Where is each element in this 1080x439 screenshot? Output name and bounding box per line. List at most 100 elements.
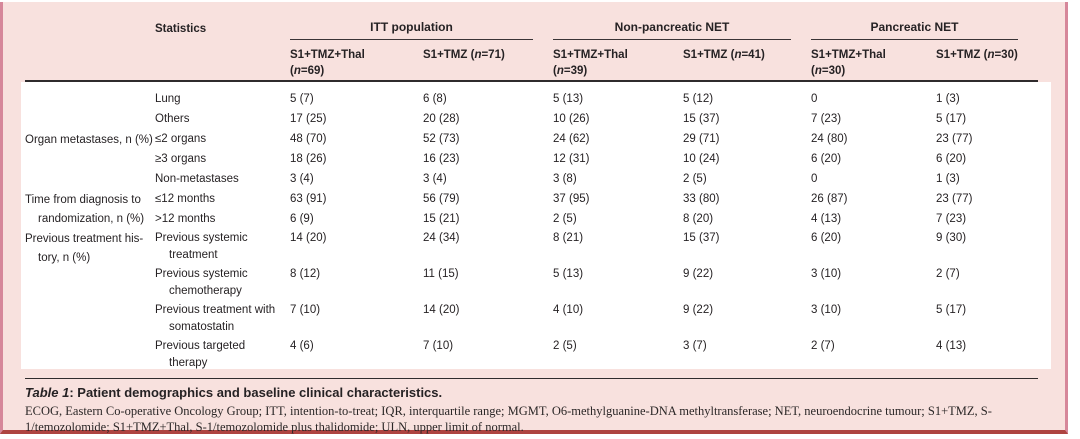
table-cell: 10 (24): [683, 153, 720, 165]
table-cell: 7 (23): [811, 113, 842, 125]
subheader-text: =41): [741, 49, 765, 61]
row-label: ≥3 organs: [155, 153, 207, 165]
table-cell: 20 (28): [423, 113, 460, 125]
group-header-itt: ITT population: [290, 14, 533, 40]
table-cell: 14 (20): [290, 232, 327, 244]
table-cell: 63 (91): [290, 193, 327, 205]
table-cell: 7 (10): [423, 340, 454, 352]
table-cell: 3 (8): [553, 173, 577, 185]
table-cell: 52 (73): [423, 133, 460, 145]
table-cell: 7 (23): [936, 213, 967, 225]
category-text: Time from diagnosis to randomization, n …: [25, 194, 145, 225]
subheader-text: S1+TMZ (: [423, 49, 475, 61]
table-cell: 5 (17): [936, 304, 967, 316]
table-cell: 4 (10): [553, 304, 584, 316]
table-cell: 3 (10): [811, 268, 842, 280]
table-cell: 6 (20): [811, 153, 842, 165]
subheader-n-italic: n: [293, 65, 301, 77]
column-subheader: S1+TMZ+Thal (n=30): [811, 40, 936, 80]
table-cell: 33 (80): [683, 193, 720, 205]
table-row: ≥3 organs 18 (26) 16 (23) 12 (31) 10 (24…: [155, 150, 1038, 170]
table-cell: 8 (21): [553, 232, 584, 244]
column-subheader: S1+TMZ (n=41): [683, 40, 811, 80]
subheader-text: S1+TMZ (: [683, 49, 735, 61]
table-cell: 17 (25): [290, 113, 327, 125]
table-row: ≤2 organs 48 (70) 52 (73) 24 (62) 29 (71…: [155, 130, 1038, 150]
subheader-n-italic: n: [474, 49, 482, 61]
table-cell: 2 (5): [553, 213, 577, 225]
table-number-label: Table 1: [25, 385, 70, 400]
table-header: Statistics ITT population Non-pancreatic…: [25, 14, 1038, 82]
table-cell: 24 (34): [423, 232, 460, 244]
table-cell: 15 (37): [683, 232, 720, 244]
subheader-text: S1+TMZ+Thal (: [811, 49, 886, 77]
table-cell: 9 (30): [936, 232, 967, 244]
table-cell: 4 (6): [290, 340, 314, 352]
table-row: Previous targeted therapy 4 (6) 7 (10) 2…: [155, 338, 1038, 374]
table-cell: 3 (4): [423, 173, 447, 185]
subheader-text: =30): [821, 65, 846, 77]
table-row: ≤12 months 63 (91) 56 (79) 37 (95) 33 (8…: [155, 190, 1038, 210]
column-subheader: S1+TMZ+Thal (n=69): [290, 40, 423, 80]
subheader-text: =39): [563, 65, 588, 77]
table-frame: Statistics ITT population Non-pancreatic…: [0, 2, 1068, 434]
column-subheader: S1+TMZ+Thal (n=39): [553, 40, 683, 80]
caption-rule: [25, 378, 1038, 379]
table-cell: 2 (7): [936, 268, 960, 280]
row-label: Non-metastases: [155, 173, 239, 185]
table-body: Organ metastases, n (%) Time from diagno…: [25, 90, 1038, 374]
column-subheader: S1+TMZ (n=30): [936, 40, 1038, 80]
table-cell: 7 (10): [290, 304, 321, 316]
table-cell: 14 (20): [423, 304, 460, 316]
statistics-column-header: Statistics: [155, 23, 207, 35]
table-body-panel: [21, 82, 1051, 369]
table-cell: 5 (7): [290, 93, 314, 105]
table-footnote: ECOG, Eastern Co-operative Oncology Grou…: [25, 404, 992, 434]
row-label: ≤12 months: [155, 193, 216, 205]
subheader-n-italic: n: [734, 49, 742, 61]
subheader-n-italic: n: [987, 49, 995, 61]
table-cell: 3 (10): [811, 304, 842, 316]
table-cell: 37 (95): [553, 193, 590, 205]
subheader-text: S1+TMZ+Thal (: [553, 49, 628, 77]
table-cell: 23 (77): [936, 133, 973, 145]
table-cell: 29 (71): [683, 133, 720, 145]
table-cell: 3 (4): [290, 173, 314, 185]
table-row: >12 months 6 (9) 15 (21) 2 (5) 8 (20) 4 …: [155, 210, 1038, 230]
table-cell: 8 (20): [683, 213, 714, 225]
table-cell: 5 (12): [683, 93, 714, 105]
row-label: ≤2 organs: [155, 133, 207, 145]
table-cell: 15 (37): [683, 113, 720, 125]
table-cell: 9 (22): [683, 268, 714, 280]
table-cell: 5 (17): [936, 113, 967, 125]
table-cell: 5 (13): [553, 93, 584, 105]
table-row: Previous systemic treatment 14 (20) 24 (…: [155, 230, 1038, 266]
caption-text: : Patient demographics and baseline clin…: [69, 385, 443, 400]
subheader-text: S1+TMZ (: [936, 49, 988, 61]
table-cell: 0: [811, 173, 818, 185]
category-text: Organ metastases, n (%): [25, 133, 153, 146]
table-cell: 6 (8): [423, 93, 447, 105]
row-label: Previous targeted therapy: [155, 340, 246, 369]
table-cell: 2 (5): [683, 173, 707, 185]
subheader-n-italic: n: [814, 65, 822, 77]
row-label: Previous treatment with somatostatin: [155, 304, 276, 333]
table-cell: 3 (7): [683, 340, 707, 352]
subheader-text: =30): [994, 49, 1018, 61]
group-header-nonpancreatic: Non-pancreatic NET: [553, 14, 791, 40]
table-cell: 2 (5): [553, 340, 577, 352]
table-cell: 5 (13): [553, 268, 584, 280]
subheader-text: =69): [300, 65, 325, 77]
table-row: Previous systemic chemotherapy 8 (12) 11…: [155, 266, 1038, 302]
row-label: Previous systemic treatment: [155, 232, 248, 261]
table-cell: 24 (62): [553, 133, 590, 145]
table-cell: 8 (12): [290, 268, 321, 280]
table-cell: 24 (80): [811, 133, 848, 145]
subheader-n-italic: n: [556, 65, 564, 77]
table-caption: Table 1: Patient demographics and baseli…: [25, 385, 1038, 400]
table-cell: 26 (87): [811, 193, 848, 205]
table-cell: 4 (13): [936, 340, 967, 352]
table-cell: 10 (26): [553, 113, 590, 125]
category-label: Organ metastases, n (%): [25, 90, 155, 190]
